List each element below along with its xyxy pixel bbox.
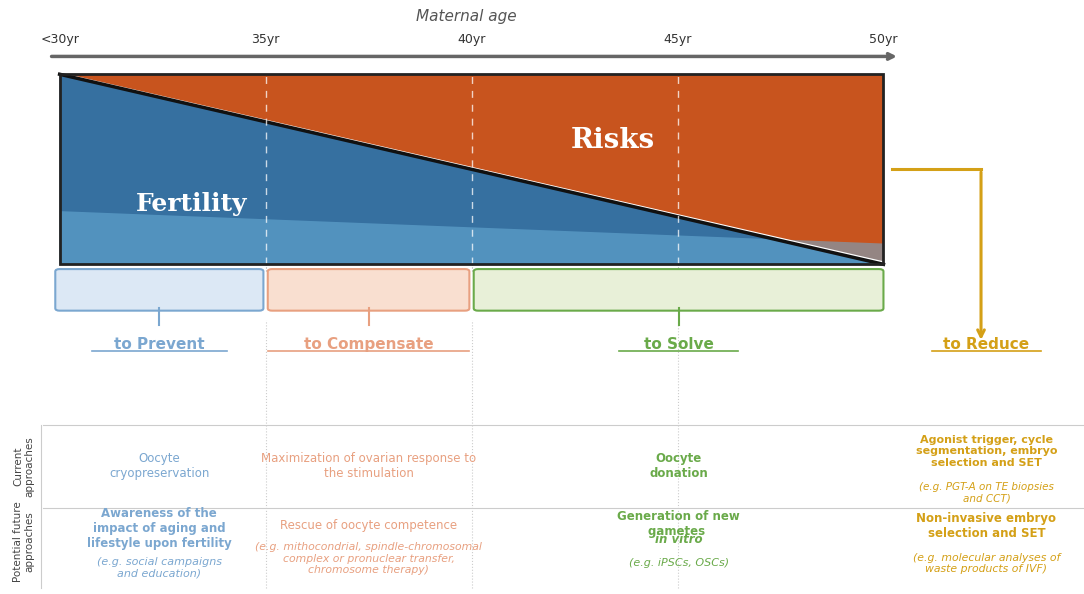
Text: Oocyte
donation: Oocyte donation <box>649 452 708 481</box>
Text: to Solve: to Solve <box>644 337 713 352</box>
FancyBboxPatch shape <box>55 269 263 311</box>
Text: (e.g. social campaigns
and education): (e.g. social campaigns and education) <box>96 557 222 579</box>
Text: Oocyte
cryopreservation: Oocyte cryopreservation <box>109 452 209 481</box>
Text: Risks: Risks <box>570 127 655 154</box>
FancyBboxPatch shape <box>268 269 469 311</box>
Text: Generation of new
gametes: Generation of new gametes <box>617 510 740 538</box>
Text: Fertility: Fertility <box>136 191 247 216</box>
Text: Non-invasive embryo
selection and SET: Non-invasive embryo selection and SET <box>916 512 1057 540</box>
Text: Maximization of ovarian response to
the stimulation: Maximization of ovarian response to the … <box>261 452 476 481</box>
Polygon shape <box>60 211 883 264</box>
Text: Potential future
approaches: Potential future approaches <box>13 502 35 582</box>
Polygon shape <box>60 74 883 264</box>
Text: Agonist trigger, cycle
segmentation, embryo
selection and SET: Agonist trigger, cycle segmentation, emb… <box>916 435 1057 468</box>
Polygon shape <box>60 74 883 264</box>
Text: (e.g. iPSCs, OSCs): (e.g. iPSCs, OSCs) <box>629 558 728 568</box>
Text: 50yr: 50yr <box>869 33 898 46</box>
Text: 45yr: 45yr <box>663 33 692 46</box>
Text: to Prevent: to Prevent <box>114 337 205 352</box>
Text: in vitro: in vitro <box>655 533 702 546</box>
Text: (e.g. PGT-A on TE biopsies
and CCT): (e.g. PGT-A on TE biopsies and CCT) <box>919 482 1054 504</box>
Text: Rescue of oocyte competence: Rescue of oocyte competence <box>280 520 457 532</box>
Text: Current
approaches: Current approaches <box>13 436 35 497</box>
Text: to Compensate: to Compensate <box>304 337 434 352</box>
FancyBboxPatch shape <box>474 269 883 311</box>
Text: 35yr: 35yr <box>251 33 280 46</box>
Polygon shape <box>60 74 883 264</box>
Text: to Reduce: to Reduce <box>943 337 1030 352</box>
Text: Awareness of the
impact of aging and
lifestyle upon fertility: Awareness of the impact of aging and lif… <box>87 507 232 551</box>
Text: (e.g. mithocondrial, spindle-chromosomal
complex or pronuclear transfer,
chromos: (e.g. mithocondrial, spindle-chromosomal… <box>255 542 482 575</box>
Text: Maternal age: Maternal age <box>416 9 516 24</box>
Text: <30yr: <30yr <box>40 33 79 46</box>
Text: (e.g. molecular analyses of
waste products of IVF): (e.g. molecular analyses of waste produc… <box>913 552 1060 574</box>
Text: 40yr: 40yr <box>457 33 486 46</box>
